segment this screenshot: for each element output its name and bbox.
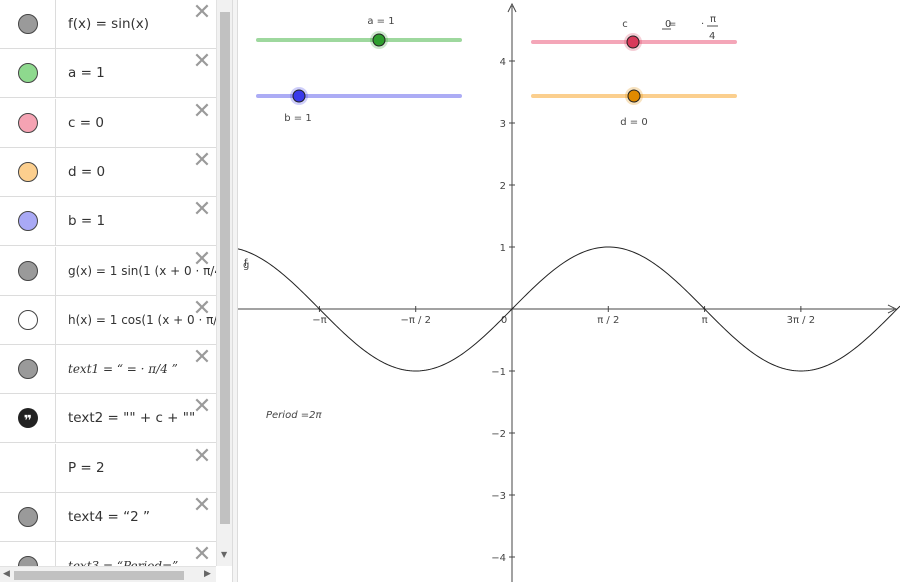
algebra-entry-text[interactable]: text1 = “ = · π/4 ” (68, 362, 178, 377)
algebra-row-b[interactable]: b = 1 ✕ (0, 197, 216, 247)
scroll-right-arrow-icon[interactable]: ▶ (204, 569, 211, 579)
x-tick-label: 0 (501, 315, 507, 326)
algebra-entry-text[interactable]: h(x) = 1 cos(1 (x + 0 · π/4 (68, 312, 216, 327)
algebra-entry-text[interactable]: text2 = "" + c + "" (68, 410, 196, 427)
visibility-toggle[interactable] (0, 493, 56, 542)
visibility-marker-icon[interactable] (18, 309, 38, 330)
visibility-toggle[interactable] (0, 49, 56, 99)
algebra-entry-text[interactable]: b = 1 (68, 213, 106, 230)
visibility-toggle[interactable]: ❞ (0, 394, 56, 444)
delete-icon[interactable]: ✕ (192, 147, 212, 173)
y-tick-label: −3 (491, 491, 506, 502)
visibility-marker-icon[interactable] (18, 63, 38, 84)
delete-icon[interactable]: ✕ (192, 493, 212, 518)
algebra-entry-text[interactable]: c = 0 (68, 114, 104, 131)
y-tick-label: 1 (500, 243, 506, 254)
algebra-row-h[interactable]: h(x) = 1 cos(1 (x + 0 · π/4 ✕ (0, 295, 216, 345)
visibility-toggle[interactable] (0, 197, 56, 247)
text-object-icon[interactable]: ❞ (18, 408, 38, 429)
slider-b-handle[interactable] (292, 89, 306, 103)
algebra-row-text1[interactable]: text1 = “ = · π/4 ” ✕ (0, 345, 216, 395)
algebra-entry-text[interactable]: d = 0 (68, 163, 106, 180)
y-tick-label: 3 (500, 119, 506, 130)
function-f-label: f (244, 258, 248, 269)
x-tick-label: 3π / 2 (787, 315, 815, 326)
visibility-marker-icon[interactable] (18, 260, 38, 281)
slider-a-handle[interactable] (372, 33, 386, 47)
algebra-row-a[interactable]: a = 1 ✕ (0, 49, 216, 99)
algebra-entry-text[interactable]: f(x) = sin(x) (68, 16, 150, 32)
y-axis-arrow-icon (507, 2, 517, 13)
text-dot: · (701, 19, 704, 30)
graphics-view[interactable]: −π −π / 2 0 π / 2 π 3π / 2 4 3 2 1 −1 −2 −3 −4 g f a = 1… (238, 0, 900, 582)
y-tick-label: 4 (500, 57, 506, 68)
y-tick-label: −1 (491, 367, 506, 378)
text-c-value: 0 (665, 19, 671, 30)
algebra-row-text2[interactable]: ❞ text2 = "" + c + "" ✕ (0, 394, 216, 444)
period-text: Period =2π (266, 410, 322, 421)
delete-icon[interactable]: ✕ (192, 542, 212, 568)
text-pi-denominator: 4 (709, 31, 715, 42)
visibility-marker-icon[interactable] (18, 112, 38, 133)
y-tick-label: −4 (491, 553, 506, 564)
x-tick-label: −π / 2 (400, 315, 431, 326)
algebra-row-c[interactable]: c = 0 ✕ (0, 98, 216, 148)
delete-icon[interactable]: ✕ (192, 295, 212, 321)
view-divider[interactable] (232, 0, 238, 582)
visibility-marker-icon[interactable] (18, 14, 38, 34)
visibility-marker-icon[interactable] (18, 161, 38, 182)
x-tick-label: π (702, 315, 708, 326)
slider-c-handle[interactable] (626, 35, 640, 49)
algebra-view: f(x) = sin(x) ✕ a = 1 ✕ c = 0 ✕ d = 0 ✕ b = 1 ✕ g(… (0, 0, 232, 582)
slider-b-label: b = 1 (284, 113, 311, 124)
x-tick-label: π / 2 (597, 315, 619, 326)
visibility-toggle[interactable] (0, 246, 56, 296)
algebra-horizontal-scrollbar[interactable]: ◀ ▶ (0, 566, 216, 582)
scroll-left-arrow-icon[interactable]: ◀ (3, 569, 10, 579)
delete-icon[interactable]: ✕ (192, 98, 212, 124)
visibility-toggle[interactable] (0, 345, 56, 395)
slider-d-label: d = 0 (620, 117, 647, 128)
algebra-row-f[interactable]: f(x) = sin(x) ✕ (0, 0, 216, 49)
function-g-label: g (243, 260, 249, 271)
delete-icon[interactable]: ✕ (192, 197, 212, 223)
delete-icon[interactable]: ✕ (192, 443, 212, 469)
algebra-row-g[interactable]: g(x) = 1 sin(1 (x + 0 · π/4 ✕ (0, 246, 216, 296)
visibility-toggle[interactable] (0, 0, 56, 49)
visibility-toggle[interactable] (0, 147, 56, 197)
delete-icon[interactable]: ✕ (192, 49, 212, 75)
slider-d-handle[interactable] (627, 89, 641, 103)
visibility-marker-icon[interactable] (18, 507, 38, 527)
algebra-row-text4[interactable]: text4 = “2 ” ✕ (0, 493, 216, 542)
algebra-entry-text[interactable]: g(x) = 1 sin(1 (x + 0 · π/4 (68, 263, 216, 278)
text-pi-numerator: π (710, 14, 716, 25)
slider-c-label: c (622, 19, 628, 30)
graphics-canvas[interactable]: −π −π / 2 0 π / 2 π 3π / 2 4 3 2 1 −1 −2 −3 −4 gf a = 1… (238, 0, 900, 582)
algebra-row-P[interactable]: P = 2 ✕ (0, 443, 216, 493)
text-equals: = (668, 19, 676, 30)
x-tick-label: −π (312, 315, 326, 326)
algebra-entry-text[interactable]: text4 = “2 ” (68, 509, 150, 525)
visibility-toggle[interactable] (0, 98, 56, 148)
algebra-entry-text[interactable]: a = 1 (68, 65, 105, 82)
delete-icon[interactable]: ✕ (192, 246, 212, 272)
delete-icon[interactable]: ✕ (192, 394, 212, 420)
algebra-entry-text[interactable]: P = 2 (68, 459, 105, 476)
scrollbar-thumb[interactable] (14, 571, 184, 580)
function-f-curve[interactable] (238, 246, 900, 372)
algebra-vertical-scrollbar[interactable]: ▼ (216, 0, 232, 566)
x-axis-arrow-icon (887, 304, 898, 314)
visibility-marker-icon[interactable] (18, 211, 38, 232)
scrollbar-thumb[interactable] (220, 12, 230, 524)
visibility-toggle[interactable] (0, 443, 56, 493)
visibility-marker-icon[interactable] (18, 359, 38, 380)
scroll-down-arrow-icon[interactable]: ▼ (221, 550, 228, 559)
y-tick-label: −2 (491, 429, 506, 440)
delete-icon[interactable]: ✕ (192, 0, 212, 25)
algebra-row-d[interactable]: d = 0 ✕ (0, 147, 216, 197)
y-tick-label: 2 (500, 181, 506, 192)
visibility-toggle[interactable] (0, 295, 56, 345)
delete-icon[interactable]: ✕ (192, 345, 212, 371)
slider-a-label: a = 1 (367, 16, 394, 27)
